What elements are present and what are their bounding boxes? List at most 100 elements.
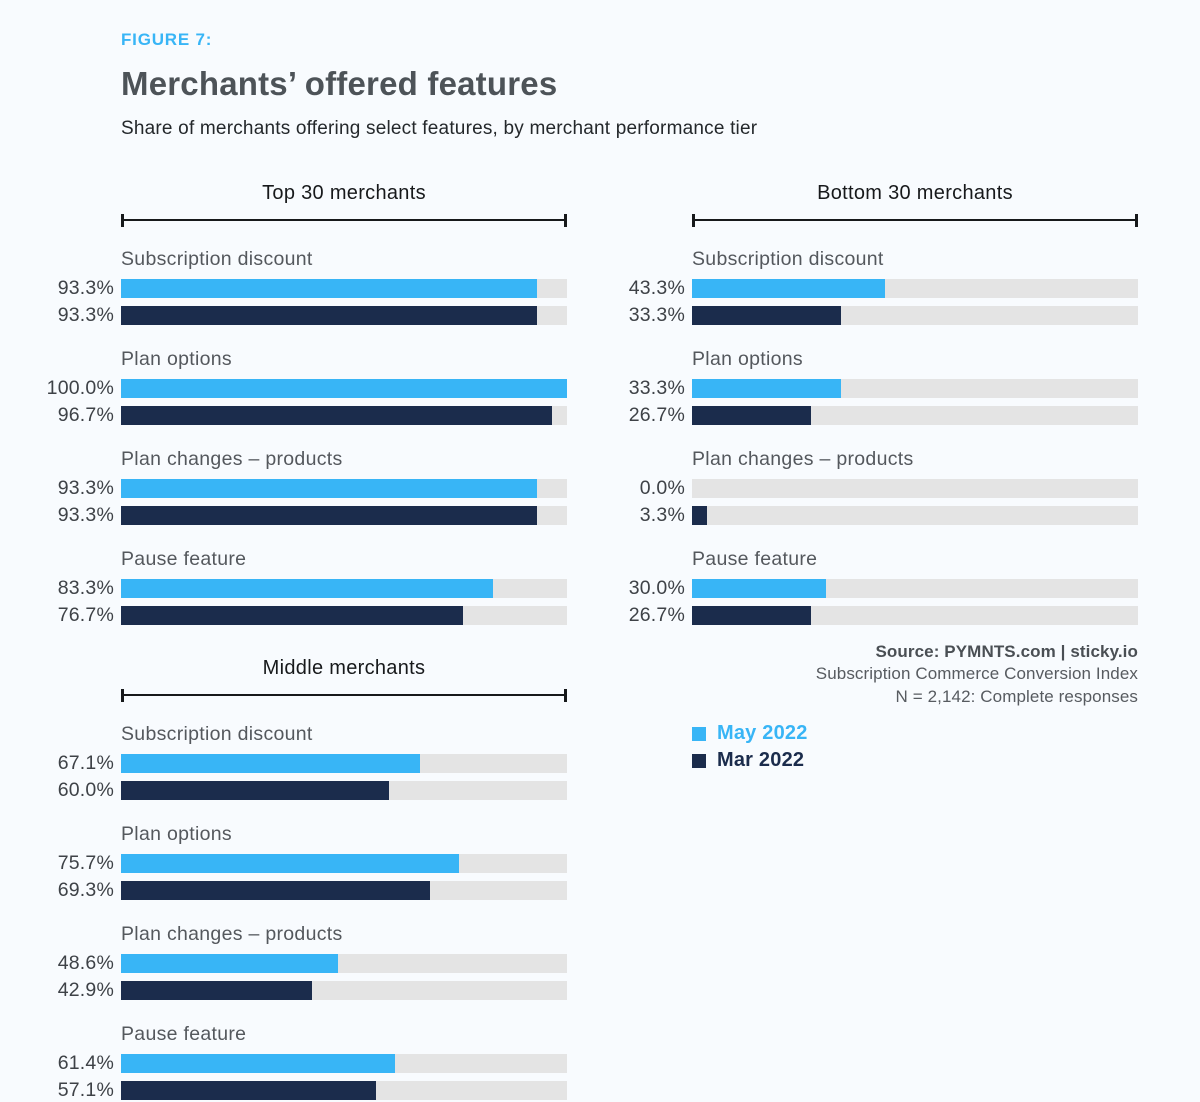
chart-columns: Top 30 merchants Subscription discount 93.…	[40, 182, 1200, 1102]
value-label: 26.7%	[628, 604, 685, 626]
bar-row-may-2022: 33.3%	[611, 377, 1138, 400]
bar-track	[121, 506, 567, 525]
bar-track	[121, 379, 567, 398]
bar-track	[121, 754, 567, 773]
legend-label: May 2022	[717, 722, 808, 745]
feature-block-plan-options: Plan options 33.3% 26.7%	[611, 348, 1138, 427]
bar-fill-mar-2022	[121, 781, 389, 800]
bar-track	[121, 579, 567, 598]
value-label: 83.3%	[57, 577, 114, 599]
group-title: Top 30 merchants	[262, 182, 426, 204]
feature-block-subscription-discount: Subscription discount 67.1% 60.0%	[40, 723, 567, 802]
bar-fill-mar-2022	[692, 406, 812, 425]
feature-label: Plan changes – products	[692, 448, 914, 470]
feature-label: Subscription discount	[121, 248, 313, 270]
bar-track	[692, 506, 1138, 525]
feature-block-plan-options: Plan options 100.0% 96.7%	[40, 348, 567, 427]
feature-label: Subscription discount	[121, 723, 313, 745]
value-label: 61.4%	[57, 1052, 114, 1074]
bar-track	[121, 406, 567, 425]
value-label: 42.9%	[57, 979, 114, 1001]
bar-fill-may-2022	[121, 854, 459, 873]
bar-fill-mar-2022	[121, 406, 553, 425]
bar-row-mar-2022: 60.0%	[40, 779, 567, 802]
bar-fill-mar-2022	[121, 306, 538, 325]
value-label: 93.3%	[57, 504, 114, 526]
feature-block-pause-feature: Pause feature 30.0% 26.7%	[611, 548, 1138, 627]
bar-row-mar-2022: 69.3%	[40, 879, 567, 902]
bar-fill-mar-2022	[692, 606, 812, 625]
bar-track	[121, 279, 567, 298]
bar-track	[121, 479, 567, 498]
left-column: Top 30 merchants Subscription discount 93.…	[40, 182, 567, 1102]
feature-label: Plan options	[692, 348, 803, 370]
value-label: 57.1%	[57, 1079, 114, 1101]
group-header: Middle merchants	[121, 657, 567, 702]
legend-label: Mar 2022	[717, 749, 805, 772]
legend: May 2022 Mar 2022	[692, 722, 1138, 772]
feature-label: Plan changes – products	[121, 448, 343, 470]
figure-number-label: FIGURE 7:	[121, 30, 213, 49]
bar-row-mar-2022: 93.3%	[40, 304, 567, 327]
value-label: 30.0%	[628, 577, 685, 599]
bar-row-mar-2022: 96.7%	[40, 404, 567, 427]
bar-fill-may-2022	[692, 279, 886, 298]
bar-row-may-2022: 83.3%	[40, 577, 567, 600]
feature-label: Pause feature	[121, 548, 247, 570]
bar-track	[121, 954, 567, 973]
bar-fill-may-2022	[121, 579, 493, 598]
feature-block-pause-feature: Pause feature 61.4% 57.1%	[40, 1023, 567, 1102]
value-label: 100.0%	[46, 377, 114, 399]
bar-row-mar-2022: 57.1%	[40, 1079, 567, 1102]
bar-row-may-2022: 48.6%	[40, 952, 567, 975]
bar-fill-may-2022	[121, 1054, 395, 1073]
value-label: 48.6%	[57, 952, 114, 974]
right-column: Bottom 30 merchants Subscription discount…	[611, 182, 1138, 1102]
bar-track	[692, 306, 1138, 325]
value-label: 43.3%	[628, 277, 685, 299]
bar-fill-may-2022	[121, 954, 338, 973]
feature-label: Subscription discount	[692, 248, 884, 270]
bar-row-may-2022: 100.0%	[40, 377, 567, 400]
feature-label: Plan options	[121, 823, 232, 845]
value-label: 75.7%	[57, 852, 114, 874]
value-label: 96.7%	[57, 404, 114, 426]
bar-fill-mar-2022	[121, 1081, 376, 1100]
legend-swatch-icon	[692, 753, 706, 768]
group-header: Bottom 30 merchants	[692, 182, 1138, 227]
bar-track	[692, 579, 1138, 598]
source-sample-size: N = 2,142: Complete responses	[895, 686, 1138, 706]
bar-row-mar-2022: 33.3%	[611, 304, 1138, 327]
value-label: 0.0%	[639, 477, 685, 499]
page-title: Merchants’ offered features	[121, 65, 558, 102]
bar-fill-may-2022	[121, 379, 567, 398]
bar-track	[121, 606, 567, 625]
bar-row-may-2022: 75.7%	[40, 852, 567, 875]
bar-row-may-2022: 67.1%	[40, 752, 567, 775]
feature-label: Plan options	[121, 348, 232, 370]
bar-row-mar-2022: 93.3%	[40, 504, 567, 527]
bar-track	[121, 854, 567, 873]
bar-row-may-2022: 61.4%	[40, 1052, 567, 1075]
page-subtitle: Share of merchants offering select featu…	[121, 118, 758, 139]
value-label: 26.7%	[628, 404, 685, 426]
feature-block-plan-options: Plan options 75.7% 69.3%	[40, 823, 567, 902]
value-label: 76.7%	[57, 604, 114, 626]
feature-label: Plan changes – products	[121, 923, 343, 945]
bar-row-may-2022: 43.3%	[611, 277, 1138, 300]
bar-track	[121, 1054, 567, 1073]
bar-track	[121, 781, 567, 800]
bar-track	[121, 881, 567, 900]
range-bracket-icon	[121, 689, 567, 702]
value-label: 33.3%	[628, 377, 685, 399]
source-block: Source: PYMNTS.com | sticky.io Subscript…	[611, 641, 1138, 708]
bar-track	[692, 379, 1138, 398]
bar-row-mar-2022: 76.7%	[40, 604, 567, 627]
value-label: 67.1%	[57, 752, 114, 774]
source-attribution: Source: PYMNTS.com | sticky.io	[875, 642, 1138, 661]
bar-fill-may-2022	[121, 479, 538, 498]
bar-row-may-2022: 30.0%	[611, 577, 1138, 600]
bar-fill-may-2022	[121, 754, 421, 773]
